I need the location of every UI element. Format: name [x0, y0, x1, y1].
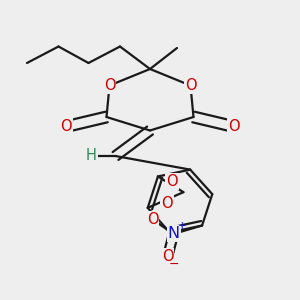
Text: N: N	[167, 226, 180, 242]
Text: O: O	[60, 119, 72, 134]
Text: O: O	[147, 212, 158, 227]
Text: O: O	[167, 174, 178, 189]
Text: O: O	[185, 78, 196, 93]
Text: O: O	[161, 196, 173, 211]
Text: O: O	[162, 249, 173, 264]
Text: H: H	[86, 148, 97, 164]
Text: −: −	[168, 258, 179, 271]
Text: +: +	[178, 221, 186, 231]
Text: O: O	[228, 119, 240, 134]
Text: O: O	[104, 78, 115, 93]
